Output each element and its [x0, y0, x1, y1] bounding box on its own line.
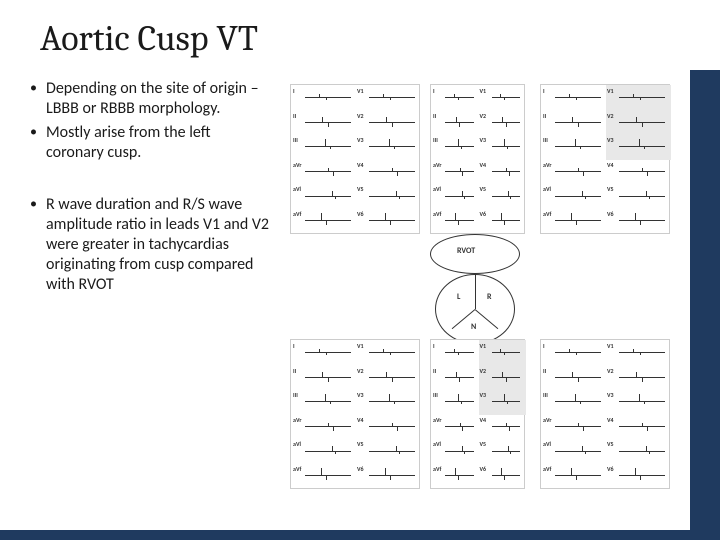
lead-label: V3	[480, 391, 487, 399]
lead-label: V6	[357, 210, 364, 218]
lead-label: V1	[607, 87, 614, 95]
lead-label: aVl	[293, 440, 301, 448]
lead-label: V5	[480, 440, 487, 448]
bullet-item: Mostly arise from the left coronary cusp…	[30, 123, 270, 163]
lead-label: V1	[357, 87, 364, 95]
lead-label: II	[543, 367, 546, 375]
lead-label: V2	[480, 367, 487, 375]
rvot-label: RVOT	[457, 246, 475, 256]
bottom-accent-bar	[0, 530, 720, 540]
lead-label: III	[543, 136, 548, 144]
lead-label: I	[433, 342, 435, 350]
lead-label: V6	[357, 465, 364, 473]
lead-label: V4	[607, 416, 614, 424]
lead-label: I	[543, 342, 545, 350]
lead-label: V2	[357, 112, 364, 120]
lead-label: aVf	[433, 465, 441, 473]
lead-label: aVl	[543, 185, 551, 193]
lead-label: aVf	[293, 465, 301, 473]
lead-label: aVr	[543, 416, 551, 424]
lead-label: V4	[607, 161, 614, 169]
lead-label: V5	[607, 185, 614, 193]
lead-label: V4	[480, 161, 487, 169]
side-accent-bar	[690, 70, 720, 540]
lead-label: II	[293, 112, 296, 120]
lead-label: V3	[607, 136, 614, 144]
lead-label: V1	[607, 342, 614, 350]
lead-label: III	[543, 391, 548, 399]
lead-label: III	[433, 391, 438, 399]
lead-label: aVr	[433, 161, 441, 169]
lead-label: V4	[357, 161, 364, 169]
heart-diagram: RVOT L R N	[425, 244, 525, 344]
lead-label: aVl	[433, 440, 441, 448]
lead-label: aVf	[293, 210, 301, 218]
lead-label: III	[293, 391, 298, 399]
lead-label: V2	[357, 367, 364, 375]
ecg-panel: IIIIIIaVraVlaVfV1V2V3V4V5V6	[290, 84, 420, 234]
lead-label: III	[433, 136, 438, 144]
lead-label: V3	[607, 391, 614, 399]
lead-label: I	[293, 87, 295, 95]
lead-label: II	[433, 112, 436, 120]
lead-label: V4	[357, 416, 364, 424]
lead-label: V5	[357, 185, 364, 193]
lead-label: II	[293, 367, 296, 375]
cusp-label-L: L	[457, 292, 460, 302]
ecg-panel: IIIIIIaVraVlaVfV1V2V3V4V5V6	[540, 339, 670, 489]
lead-label: aVr	[433, 416, 441, 424]
lead-label: V5	[357, 440, 364, 448]
lead-label: V5	[607, 440, 614, 448]
lead-label: V6	[607, 210, 614, 218]
lead-label: II	[433, 367, 436, 375]
lead-label: V3	[480, 136, 487, 144]
lead-label: aVl	[543, 440, 551, 448]
lead-label: V6	[480, 210, 487, 218]
lead-label: V6	[607, 465, 614, 473]
page-title: Aortic Cusp VT	[0, 0, 720, 59]
lead-label: aVl	[293, 185, 301, 193]
cusp-label-N: N	[471, 322, 476, 332]
bullet-item: Depending on the site of origin – LBBB o…	[30, 79, 270, 119]
ecg-panel: IIIIIIaVraVlaVfV1V2V3V4V5V6	[540, 84, 670, 234]
lead-label: V6	[480, 465, 487, 473]
lead-label: aVf	[433, 210, 441, 218]
lead-label: V1	[357, 342, 364, 350]
cusp-label-R: R	[487, 292, 492, 302]
lead-label: I	[543, 87, 545, 95]
ecg-figure: RVOT L R N IIIIIIaVraVlaVfV1V2V3V4V5V6II…	[280, 79, 680, 499]
ecg-panel: IIIIIIaVraVlaVfV1V2V3V4V5V6	[430, 339, 525, 489]
lead-label: V3	[357, 136, 364, 144]
lead-label: I	[293, 342, 295, 350]
content-row: Depending on the site of origin – LBBB o…	[0, 59, 720, 499]
lead-label: aVf	[543, 465, 551, 473]
bullet-list: Depending on the site of origin – LBBB o…	[30, 79, 280, 499]
lead-label: V2	[607, 367, 614, 375]
lead-label: V1	[480, 87, 487, 95]
ecg-panel: IIIIIIaVraVlaVfV1V2V3V4V5V6	[430, 84, 525, 234]
lead-label: aVr	[543, 161, 551, 169]
lead-label: III	[293, 136, 298, 144]
lead-label: aVl	[433, 185, 441, 193]
ecg-panel: IIIIIIaVraVlaVfV1V2V3V4V5V6	[290, 339, 420, 489]
lead-label: V1	[480, 342, 487, 350]
lead-label: aVr	[293, 416, 301, 424]
lead-label: II	[543, 112, 546, 120]
lead-label: aVf	[543, 210, 551, 218]
lead-label: V4	[480, 416, 487, 424]
bullet-item: R wave duration and R/S wave amplitude r…	[30, 195, 270, 295]
lead-label: V5	[480, 185, 487, 193]
lead-label: aVr	[293, 161, 301, 169]
lead-label: V2	[480, 112, 487, 120]
lead-label: V2	[607, 112, 614, 120]
lead-label: I	[433, 87, 435, 95]
lead-label: V3	[357, 391, 364, 399]
